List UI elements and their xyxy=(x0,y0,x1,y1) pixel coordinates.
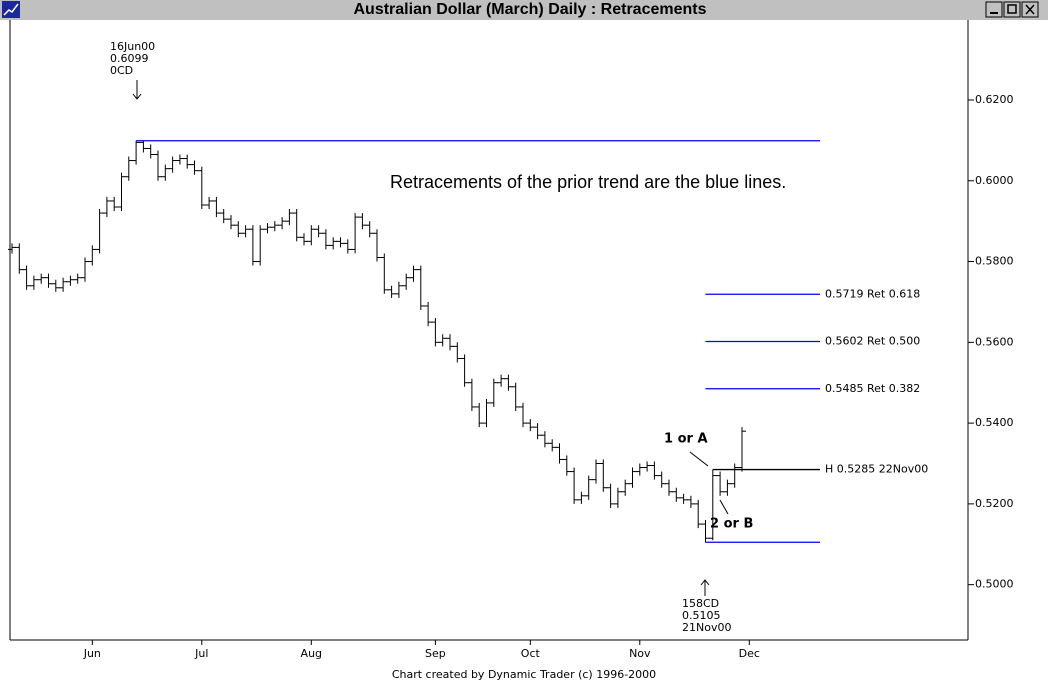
footer: Chart created by Dynamic Trader (c) 1996… xyxy=(392,668,656,681)
arrow xyxy=(700,579,710,596)
level-label: H 0.5285 22Nov00 xyxy=(825,463,928,476)
y-tick-label: 0.5800 xyxy=(975,255,1014,268)
app-icon xyxy=(2,1,20,18)
x-tick-label: Aug xyxy=(301,647,322,660)
y-tick-label: 0.6000 xyxy=(975,174,1014,187)
arrow xyxy=(132,80,142,100)
x-tick-label: Nov xyxy=(629,647,651,660)
y-tick-label: 0.5600 xyxy=(975,335,1014,348)
annotation: 0.5105 xyxy=(682,609,721,622)
level-label: 0.5719 Ret 0.618 xyxy=(825,287,920,300)
x-tick-label: Oct xyxy=(521,647,541,660)
annotation: 0CD xyxy=(110,64,133,77)
minimize-button[interactable] xyxy=(985,1,1003,18)
annotation: 0.6099 xyxy=(110,52,149,65)
pointer xyxy=(719,499,729,515)
wave-label: 1 or A xyxy=(664,432,708,447)
annotation: 158CD xyxy=(682,597,719,610)
y-tick-label: 0.5000 xyxy=(975,578,1014,591)
y-tick-label: 0.6200 xyxy=(975,93,1014,106)
x-tick-label: Jun xyxy=(83,647,101,660)
y-tick-label: 0.5200 xyxy=(975,497,1014,510)
annotation: 21Nov00 xyxy=(682,621,731,634)
x-tick-label: Sep xyxy=(425,647,446,660)
x-tick-label: Jul xyxy=(194,647,208,660)
x-tick-label: Dec xyxy=(739,647,760,660)
close-glyph xyxy=(1025,4,1035,15)
maximize-glyph xyxy=(1007,4,1017,14)
level-label: 0.5485 Ret 0.382 xyxy=(825,382,920,395)
pointer xyxy=(689,451,709,467)
annotation: 16Jun00 xyxy=(110,40,155,53)
annotation: Retracements of the prior trend are the … xyxy=(390,172,786,192)
app-icon-glyph xyxy=(3,3,19,16)
y-tick-label: 0.5400 xyxy=(975,416,1014,429)
wave-label: 2 or B xyxy=(710,517,753,532)
chart-title: Australian Dollar (March) Daily : Retrac… xyxy=(354,1,707,18)
title-bar xyxy=(0,0,1048,20)
level-label: 0.5602 Ret 0.500 xyxy=(825,335,920,348)
